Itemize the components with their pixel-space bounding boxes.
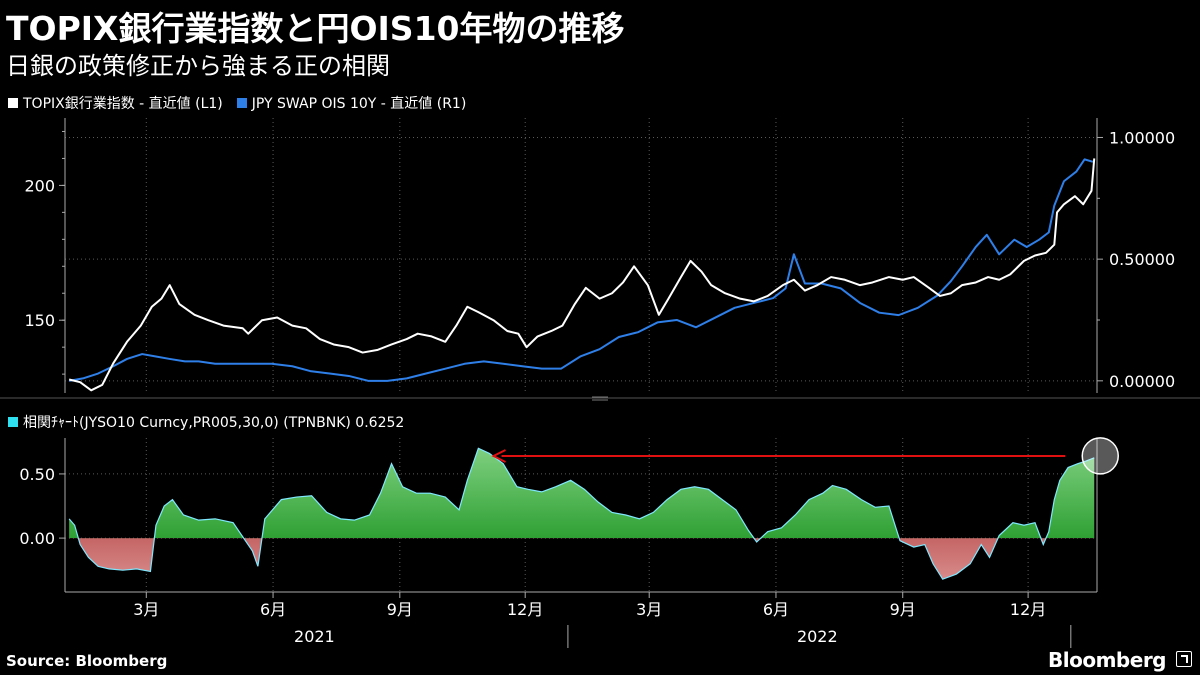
- bloomberg-terminal-icon: [1176, 651, 1192, 667]
- chart-title: TOPIX銀行業指数と円OIS10年物の推移: [6, 9, 625, 48]
- right-axis-tick-label: 0.50000: [1109, 250, 1175, 269]
- correlation-positive-area: [69, 448, 1095, 539]
- ois-10y-line: [68, 158, 1094, 382]
- legend-item-topix: TOPIX銀行業指数 - 直近値 (L1): [8, 93, 223, 113]
- right-axis-tick-label: 0.00000: [1109, 372, 1175, 391]
- legend-label-ois: JPY SWAP OIS 10Y - 直近値 (R1): [251, 96, 467, 112]
- x-axis-tick-label: 6月: [763, 600, 789, 619]
- x-axis-tick-label: 6月: [260, 600, 286, 619]
- x-axis-tick-label: 3月: [636, 600, 662, 619]
- legend-label-topix: TOPIX銀行業指数 - 直近値 (L1): [23, 96, 223, 112]
- right-axis-tick-label: 1.00000: [1109, 128, 1175, 147]
- correlation-negative-area: [69, 538, 1095, 580]
- x-axis-tick-label: 9月: [387, 600, 413, 619]
- legend-swatch-correlation: [8, 417, 18, 427]
- top-legend: TOPIX銀行業指数 - 直近値 (L1) JPY SWAP OIS 10Y -…: [8, 93, 480, 113]
- x-axis-tick-label: 12月: [507, 600, 543, 619]
- left-axis-tick-label: 200: [24, 176, 55, 195]
- highlight-circle: [1081, 437, 1119, 475]
- legend-label-correlation: 相関ﾁｬｰﾄ(JYSO10 Curncy,PR005,30,0) (TPNBNK…: [23, 415, 405, 431]
- arrow-head: [491, 449, 506, 463]
- bottom-axis-tick-label: 0.50: [19, 465, 55, 484]
- legend-item-ois: JPY SWAP OIS 10Y - 直近値 (R1): [236, 93, 467, 113]
- year-label: 2022: [797, 627, 838, 646]
- legend-swatch-topix: [8, 98, 18, 108]
- year-label: 2021: [294, 627, 335, 646]
- legend-swatch-ois: [236, 98, 247, 108]
- bloomberg-logo: Bloomberg: [1048, 648, 1166, 672]
- x-axis-tick-label: 12月: [1010, 600, 1046, 619]
- topix-bank-line: [68, 158, 1096, 392]
- source-note: Source: Bloomberg: [6, 652, 168, 670]
- correlation-line: [68, 447, 1095, 580]
- x-axis-tick-label: 3月: [133, 600, 159, 619]
- bottom-legend: 相関ﾁｬｰﾄ(JYSO10 Curncy,PR005,30,0) (TPNBNK…: [8, 412, 404, 432]
- bottom-axis-tick-label: 0.00: [19, 529, 55, 548]
- left-axis-tick-label: 150: [24, 311, 55, 330]
- chart-subtitle: 日銀の政策修正から強まる正の相関: [6, 52, 390, 80]
- x-axis-tick-label: 9月: [890, 600, 916, 619]
